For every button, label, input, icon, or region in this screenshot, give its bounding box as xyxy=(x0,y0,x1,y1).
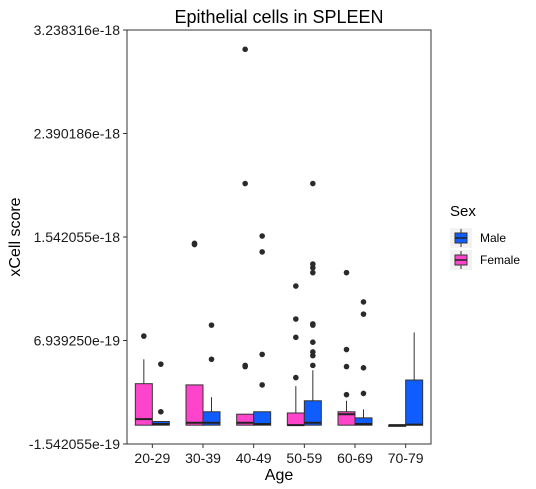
outlier-point xyxy=(360,365,367,371)
boxplot-female-40-49 xyxy=(236,46,255,426)
outlier-point xyxy=(141,333,147,339)
outlier-point xyxy=(259,351,265,358)
outlier-point xyxy=(293,374,299,381)
outlier-point xyxy=(310,180,316,187)
plot-panel xyxy=(126,29,432,445)
outlier-point xyxy=(293,334,299,341)
y-tick-label: 6.939250e-19 xyxy=(34,332,121,348)
outlier-point xyxy=(343,391,350,398)
y-axis: -1.542055e-19 6.939250e-19 1.542055e-18 2.3… xyxy=(29,22,127,452)
outlier-point xyxy=(242,46,248,53)
boxplot-female-60-69 xyxy=(337,269,356,426)
box-iqr xyxy=(134,383,153,426)
outlier-point xyxy=(310,269,316,276)
boxplot-female-20-29 xyxy=(134,333,153,426)
outlier-point xyxy=(259,249,265,255)
x-tick-label: 20-29 xyxy=(134,450,170,466)
outlier-point xyxy=(259,233,265,239)
outlier-point xyxy=(208,322,215,328)
legend-label: Male xyxy=(480,231,506,245)
legend-label: Female xyxy=(480,253,520,267)
x-tick-label: 30-39 xyxy=(185,450,221,466)
outlier-point xyxy=(293,316,299,322)
outlier-point xyxy=(208,356,215,363)
outlier-point xyxy=(310,339,316,345)
box-iqr xyxy=(354,417,373,426)
y-tick-label: -1.542055e-19 xyxy=(29,436,120,452)
boxplot-male-50-59 xyxy=(303,180,322,426)
outlier-point xyxy=(360,299,367,305)
x-tick-label: 60-69 xyxy=(337,450,373,466)
boxplots xyxy=(134,46,424,427)
legend-title: Sex xyxy=(450,203,476,220)
outlier-point xyxy=(259,382,265,388)
x-tick-label: 70-79 xyxy=(388,450,424,466)
x-tick-label: 50-59 xyxy=(286,450,322,466)
outlier-point xyxy=(343,363,350,370)
outlier-point xyxy=(310,362,316,369)
outlier-point xyxy=(158,408,164,415)
outlier-point xyxy=(158,361,164,367)
x-axis: 20-29 30-39 40-49 50-59 60-69 70-79 xyxy=(134,444,424,466)
boxplot-male-30-39 xyxy=(202,322,221,426)
boxplot-female-50-59 xyxy=(286,283,305,427)
box-iqr xyxy=(185,384,204,426)
boxplot-male-60-69 xyxy=(354,299,373,426)
box-iqr xyxy=(303,400,322,426)
y-axis-title: xCell score xyxy=(7,197,24,276)
outlier-point xyxy=(360,311,367,317)
box-iqr xyxy=(405,379,424,426)
outlier-point xyxy=(343,346,350,353)
outlier-point xyxy=(310,261,316,267)
outlier-point xyxy=(343,269,350,276)
outlier-point xyxy=(360,390,367,397)
box-iqr xyxy=(253,411,272,426)
x-tick-label: 40-49 xyxy=(236,450,272,466)
y-tick-label: 2.390186e-18 xyxy=(34,125,121,141)
chart-title: Epithelial cells in SPLEEN xyxy=(174,7,383,27)
y-tick-label: 1.542055e-18 xyxy=(34,229,121,245)
legend: Sex Male Female xyxy=(450,203,520,270)
outlier-point xyxy=(242,180,248,187)
boxplot-male-20-29 xyxy=(151,361,170,426)
outlier-point xyxy=(310,349,316,355)
boxplot-male-70-79 xyxy=(405,332,424,426)
x-axis-title: Age xyxy=(265,467,294,484)
boxplot-male-40-49 xyxy=(253,233,272,426)
legend-entries: Male Female xyxy=(450,228,520,270)
outlier-point xyxy=(310,321,316,327)
outlier-point xyxy=(242,363,248,370)
boxplot-female-30-39 xyxy=(185,240,204,426)
outlier-point xyxy=(191,241,198,248)
outlier-point xyxy=(293,283,299,289)
boxplot-unlabeled-70-79 xyxy=(388,424,407,427)
box-iqr xyxy=(286,412,305,426)
y-tick-label: 3.238316e-18 xyxy=(34,22,121,38)
